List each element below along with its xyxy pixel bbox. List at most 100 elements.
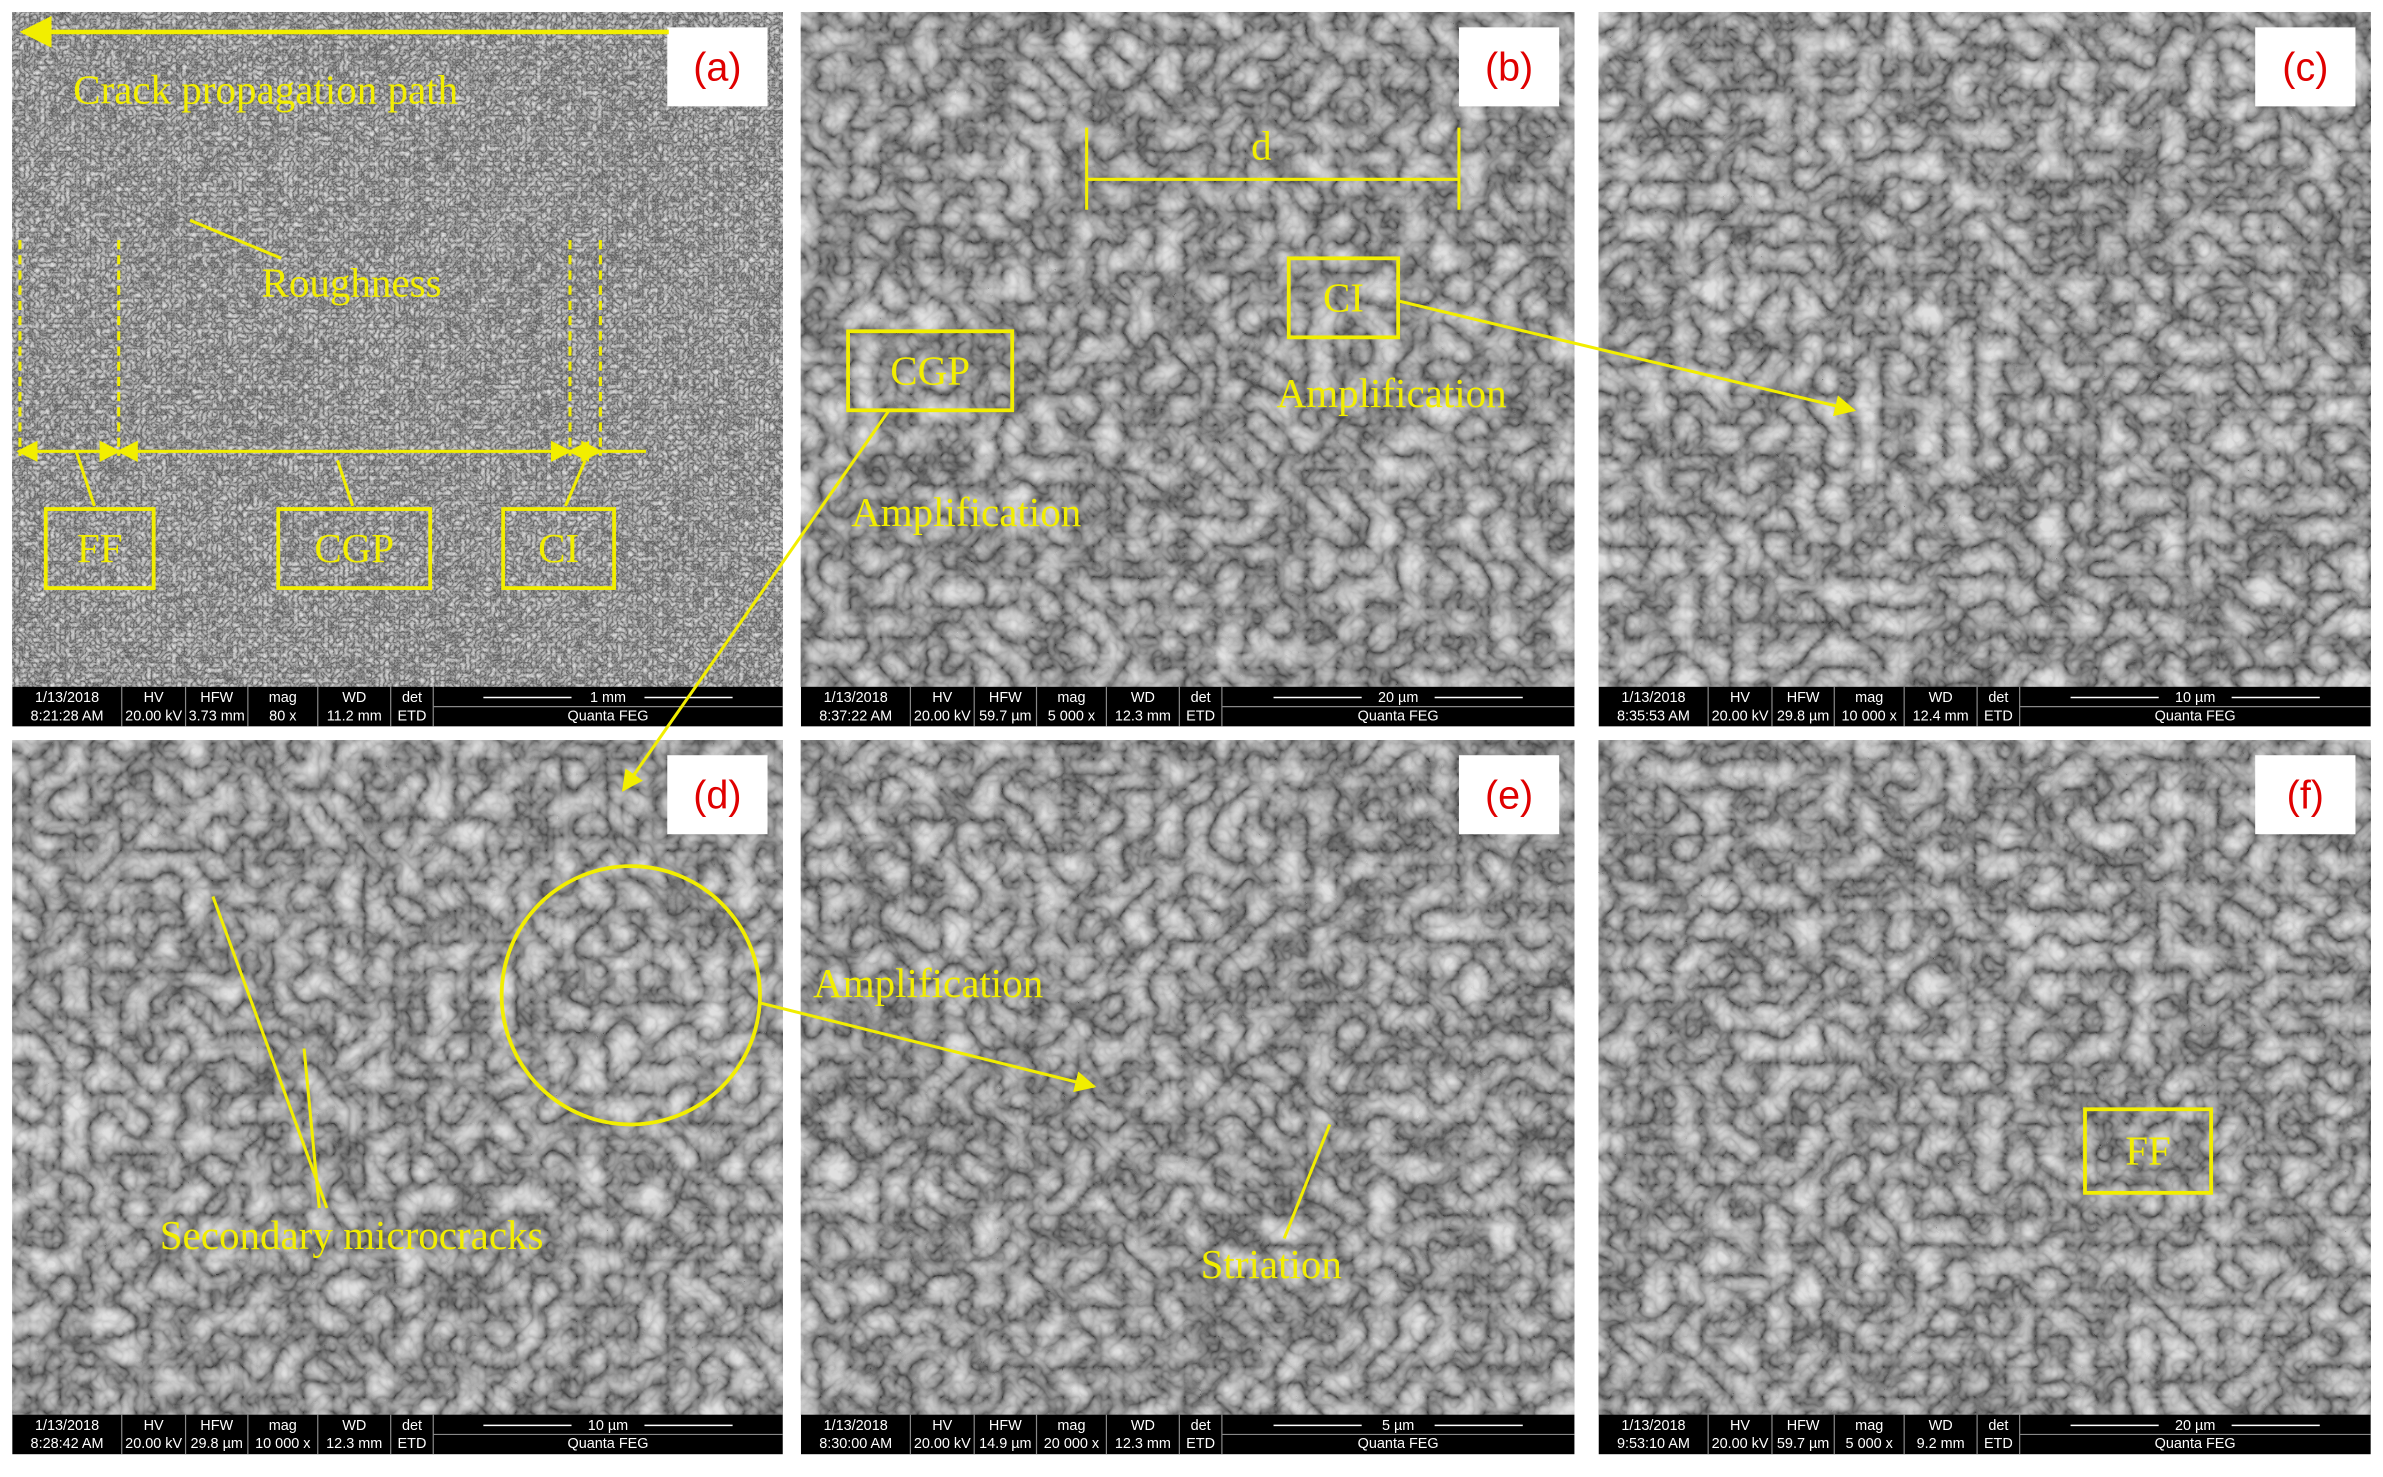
bar-date: 1/13/2018 [1621,1418,1685,1434]
sem-image [800,12,1575,687]
annotation: CGP [890,347,970,393]
bar-header: HV [144,1418,164,1434]
bar-value: ETD [398,708,427,724]
annotation: CI [1323,275,1364,321]
bar-value: ETD [398,1436,427,1452]
bar-time: 8:21:28 AM [31,708,104,724]
annotation: FF [2125,1128,2171,1174]
sem-image [1598,740,2371,1415]
bar-value: 12.4 mm [1913,708,1969,724]
bar-date: 1/13/2018 [824,690,888,706]
bar-header: det [1191,690,1211,706]
bar-header: HV [1730,690,1750,706]
annotation: Crack propagation path [73,66,458,112]
bar-value: ETD [1984,708,2013,724]
bar-value: ETD [1186,1436,1215,1452]
bar-header: mag [1057,690,1085,706]
bar-header: WD [342,690,366,706]
bar-header: HV [932,1418,952,1434]
annotation-box [846,329,1015,413]
bar-header: HFW [1787,690,1820,706]
panel-label: (c) [2282,46,2328,90]
annotation: Striation [1201,1241,1342,1287]
bar-header: HFW [989,690,1022,706]
annotation: Amplification [1277,370,1507,416]
annotation-box [1286,256,1401,340]
arrow [1397,299,1857,417]
panel-label: (f) [2287,773,2324,817]
bar-header: mag [1855,690,1883,706]
bar-time: 8:30:00 AM [819,1436,892,1452]
bar-header: HFW [989,1418,1022,1434]
panel-label: (b) [1485,46,1533,90]
bar-value: 59.7 µm [979,708,1031,724]
bar-time: 8:28:42 AM [31,1436,104,1452]
bar-value: 20.00 kV [125,1436,182,1452]
bar-date: 1/13/2018 [824,1418,888,1434]
annotation: Amplification [813,960,1043,1006]
bar-header: det [1988,1418,2008,1434]
annotation-box [2083,1107,2214,1195]
leader-line [1282,1123,1332,1239]
bar-header: det [402,1418,422,1434]
panel-label: (d) [693,773,741,817]
arrow [621,409,891,792]
bar-value: 10 000 x [255,1436,311,1452]
leader-line [189,218,282,260]
annotation: CGP [314,525,394,571]
bar-header: HV [144,690,164,706]
panel-label-box [667,27,768,107]
bar-date: 1/13/2018 [1621,690,1685,706]
bar-time: 9:53:10 AM [1617,1436,1690,1452]
leader-line [336,459,355,507]
annotation: Secondary microcracks [160,1212,544,1258]
bar-value: 20.00 kV [125,708,182,724]
bar-header: HFW [200,690,233,706]
panel-label-box [1458,755,1560,835]
bar-value: 29.8 µm [1777,708,1829,724]
bar-value: 10 000 x [1842,708,1898,724]
bar-header: det [402,690,422,706]
bar-value: 14.9 µm [979,1436,1031,1452]
sem-image [12,740,783,1415]
annotation: FF [77,525,123,571]
bar-value: 12.3 mm [326,1436,382,1452]
annotation: Roughness [262,259,442,305]
annotation-box [43,507,156,590]
bar-header: mag [269,1418,297,1434]
bar-value: 3.73 mm [189,708,245,724]
panel-label-box [1458,27,1560,107]
leader-line [302,1048,321,1209]
instrument: Quanta FEG [2155,708,2236,724]
bar-header: WD [1131,690,1155,706]
panel-label-box [2255,27,2356,107]
bar-header: mag [269,690,297,706]
panel-label: (a) [693,46,741,90]
instrument: Quanta FEG [1358,1436,1439,1452]
sem-image [800,740,1575,1415]
leader-line [74,450,96,507]
bar-value: 12.3 mm [1115,1436,1171,1452]
bar-value: 20.00 kV [914,708,971,724]
bar-header: HFW [1787,1418,1820,1434]
arrow [759,1001,1097,1093]
bar-value: 9.2 mm [1917,1436,1965,1452]
panel-label: (e) [1485,773,1533,817]
bar-header: WD [1131,1418,1155,1434]
sem-image [12,12,783,687]
bar-header: mag [1855,1418,1883,1434]
bar-value: 20.00 kV [1712,1436,1769,1452]
bar-header: HV [1730,1418,1750,1434]
panel-label-box [667,755,768,835]
bar-value: ETD [1186,708,1215,724]
bar-value: 20.00 kV [1712,708,1769,724]
panel-label-box [2255,755,2356,835]
bar-header: mag [1057,1418,1085,1434]
instrument: Quanta FEG [568,1436,649,1452]
bar-header: WD [342,1418,366,1434]
bar-time: 8:37:22 AM [819,708,892,724]
bar-header: WD [1929,690,1953,706]
highlight-circle [499,864,762,1127]
bar-value: 20 000 x [1044,1436,1100,1452]
bar-value: ETD [1984,1436,2013,1452]
